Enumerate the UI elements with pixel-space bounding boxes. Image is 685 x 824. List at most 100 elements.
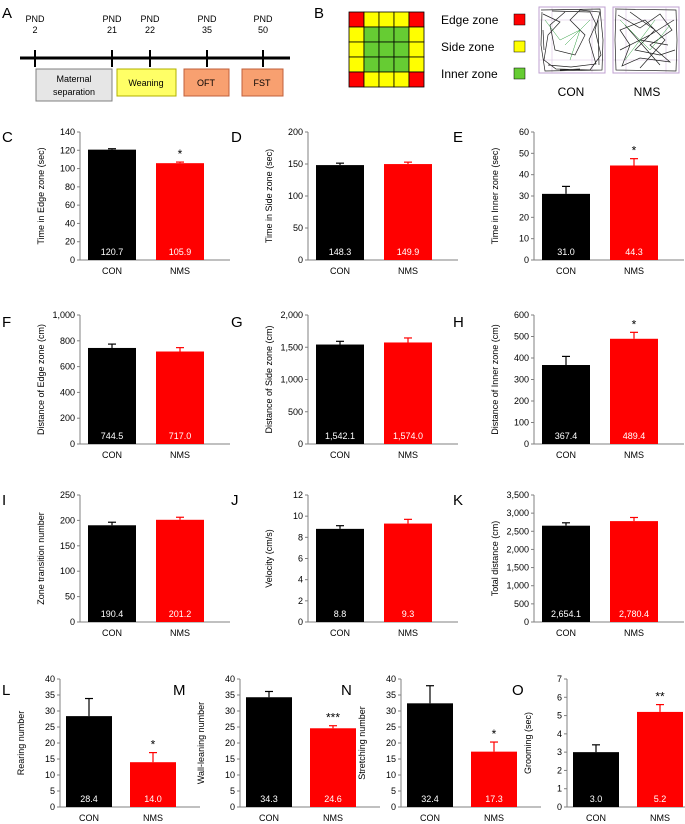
- chart-panel-m: M 0 5 10 15 20 25 30 35 40 Wall-leaning number 34.3…: [173, 674, 380, 823]
- zone-cell: [363, 56, 380, 73]
- y-tick-label: 10: [225, 770, 235, 780]
- y-tick-label: 200: [60, 413, 75, 423]
- legend-swatch-inner: [513, 67, 526, 80]
- value-label: 44.3: [625, 247, 643, 257]
- zone-cell: [408, 26, 425, 43]
- bar-nms: [156, 163, 204, 260]
- chart-panel-i: I 0 50 100 150 200 250 Zone transition number 19…: [2, 490, 230, 638]
- category-label: CON: [556, 266, 576, 276]
- y-tick-label: 3,500: [506, 490, 529, 500]
- y-tick-label: 500: [514, 599, 529, 609]
- y-axis-label: Rearing number: [16, 711, 26, 776]
- y-tick-label: 40: [519, 170, 529, 180]
- y-tick-label: 0: [557, 802, 562, 812]
- value-label: 744.5: [101, 431, 124, 441]
- y-tick-label: 20: [519, 212, 529, 222]
- phase-maternal-separation-line2: separation: [53, 87, 95, 97]
- panel-letter-d: D: [231, 129, 242, 146]
- timeline-point-label: PND: [102, 14, 122, 24]
- value-label: 149.9: [397, 247, 420, 257]
- value-label: 24.6: [324, 794, 342, 804]
- bar-con: [88, 347, 136, 444]
- category-label: CON: [556, 628, 576, 638]
- value-label: 31.0: [557, 247, 575, 257]
- zone-cell: [363, 26, 380, 43]
- category-label: CON: [102, 628, 122, 638]
- y-axis-label: Wall-leaning number: [196, 702, 206, 784]
- zone-cell: [408, 41, 425, 58]
- y-tick-label: 4: [298, 575, 303, 585]
- value-label: 3.0: [590, 794, 603, 804]
- y-tick-label: 12: [293, 490, 303, 500]
- y-tick-label: 100: [60, 164, 75, 174]
- y-tick-label: 100: [60, 566, 75, 576]
- bar-con: [316, 344, 364, 444]
- significance-marker: **: [655, 690, 665, 704]
- significance-marker: *: [632, 317, 637, 331]
- y-tick-label: 1,500: [506, 563, 529, 573]
- value-label: 2,654.1: [551, 609, 581, 619]
- panel-letter-n: N: [341, 682, 352, 699]
- bar-con: [542, 365, 590, 444]
- category-label: CON: [259, 813, 279, 823]
- y-tick-label: 3: [557, 747, 562, 757]
- value-label: 17.3: [485, 794, 503, 804]
- legend-label-inner: Inner zone: [441, 67, 498, 81]
- zone-cell: [348, 71, 365, 88]
- y-tick-label: 500: [514, 332, 529, 342]
- y-tick-label: 120: [60, 145, 75, 155]
- value-label: 201.2: [169, 609, 192, 619]
- zone-cell: [348, 56, 365, 73]
- phase-oft-box: [183, 68, 230, 97]
- track-con: [538, 6, 606, 74]
- value-label: 190.4: [101, 609, 124, 619]
- y-tick-label: 25: [225, 722, 235, 732]
- y-tick-label: 5: [50, 786, 55, 796]
- bar-nms: [471, 751, 517, 807]
- category-label: NMS: [624, 450, 644, 460]
- bar-con: [88, 149, 136, 260]
- category-label: CON: [330, 450, 350, 460]
- chart-panel-j: J 0 2 4 6 8 10 12 Velocity (cm/s) 8.8 CON 9.3 NMS: [231, 490, 458, 638]
- y-tick-label: 5: [230, 786, 235, 796]
- y-tick-label: 250: [60, 490, 75, 500]
- chart-panel-l: L 0 5 10 15 20 25 30 35 40 Rearing number 28.4 CON 14…: [2, 674, 200, 823]
- y-axis-label: Grooming (sec): [523, 712, 533, 774]
- category-label: CON: [330, 628, 350, 638]
- y-tick-label: 50: [519, 148, 529, 158]
- chart-panel-k: K 0 500 1,000 1,500 2,000 2,500 3,000 3,500 Total…: [453, 490, 684, 638]
- chart-panel-c: C 0 20 40 60 80 100 120 140 Time in Edge zone (se…: [2, 127, 230, 276]
- timeline-point-label: PND: [140, 14, 160, 24]
- y-tick-label: 2,000: [506, 544, 529, 554]
- significance-marker: ***: [326, 711, 340, 725]
- category-label: CON: [102, 450, 122, 460]
- panel-letter-g: G: [231, 314, 243, 331]
- zone-cell: [408, 11, 425, 28]
- value-label: 105.9: [169, 247, 192, 257]
- zone-cell: [363, 11, 380, 28]
- y-tick-label: 0: [298, 617, 303, 627]
- timeline-point-label: PND: [25, 14, 45, 24]
- category-label: NMS: [398, 628, 418, 638]
- panel-letter-k: K: [453, 492, 463, 509]
- zone-cell: [363, 41, 380, 58]
- chart-panel-o: O 0 1 2 3 4 5 6 7 Grooming (sec) 3.0 CON 5.2 NMS **: [512, 674, 685, 823]
- phase-maternal-separation-box: [35, 68, 113, 102]
- y-tick-label: 400: [514, 353, 529, 363]
- y-axis-label: Stretching number: [357, 706, 367, 780]
- timeline-point-day: 21: [107, 25, 117, 35]
- y-tick-label: 6: [557, 692, 562, 702]
- significance-marker: *: [178, 147, 183, 161]
- y-tick-label: 5: [557, 711, 562, 721]
- phase-oft-label: OFT: [197, 78, 215, 88]
- y-tick-label: 100: [288, 191, 303, 201]
- track-label-nms: NMS: [634, 85, 661, 99]
- y-tick-label: 40: [45, 674, 55, 684]
- zone-cell: [348, 41, 365, 58]
- zone-cell: [378, 71, 395, 88]
- y-tick-label: 600: [60, 362, 75, 372]
- y-tick-label: 2: [298, 596, 303, 606]
- y-tick-label: 10: [386, 770, 396, 780]
- y-tick-label: 0: [524, 439, 529, 449]
